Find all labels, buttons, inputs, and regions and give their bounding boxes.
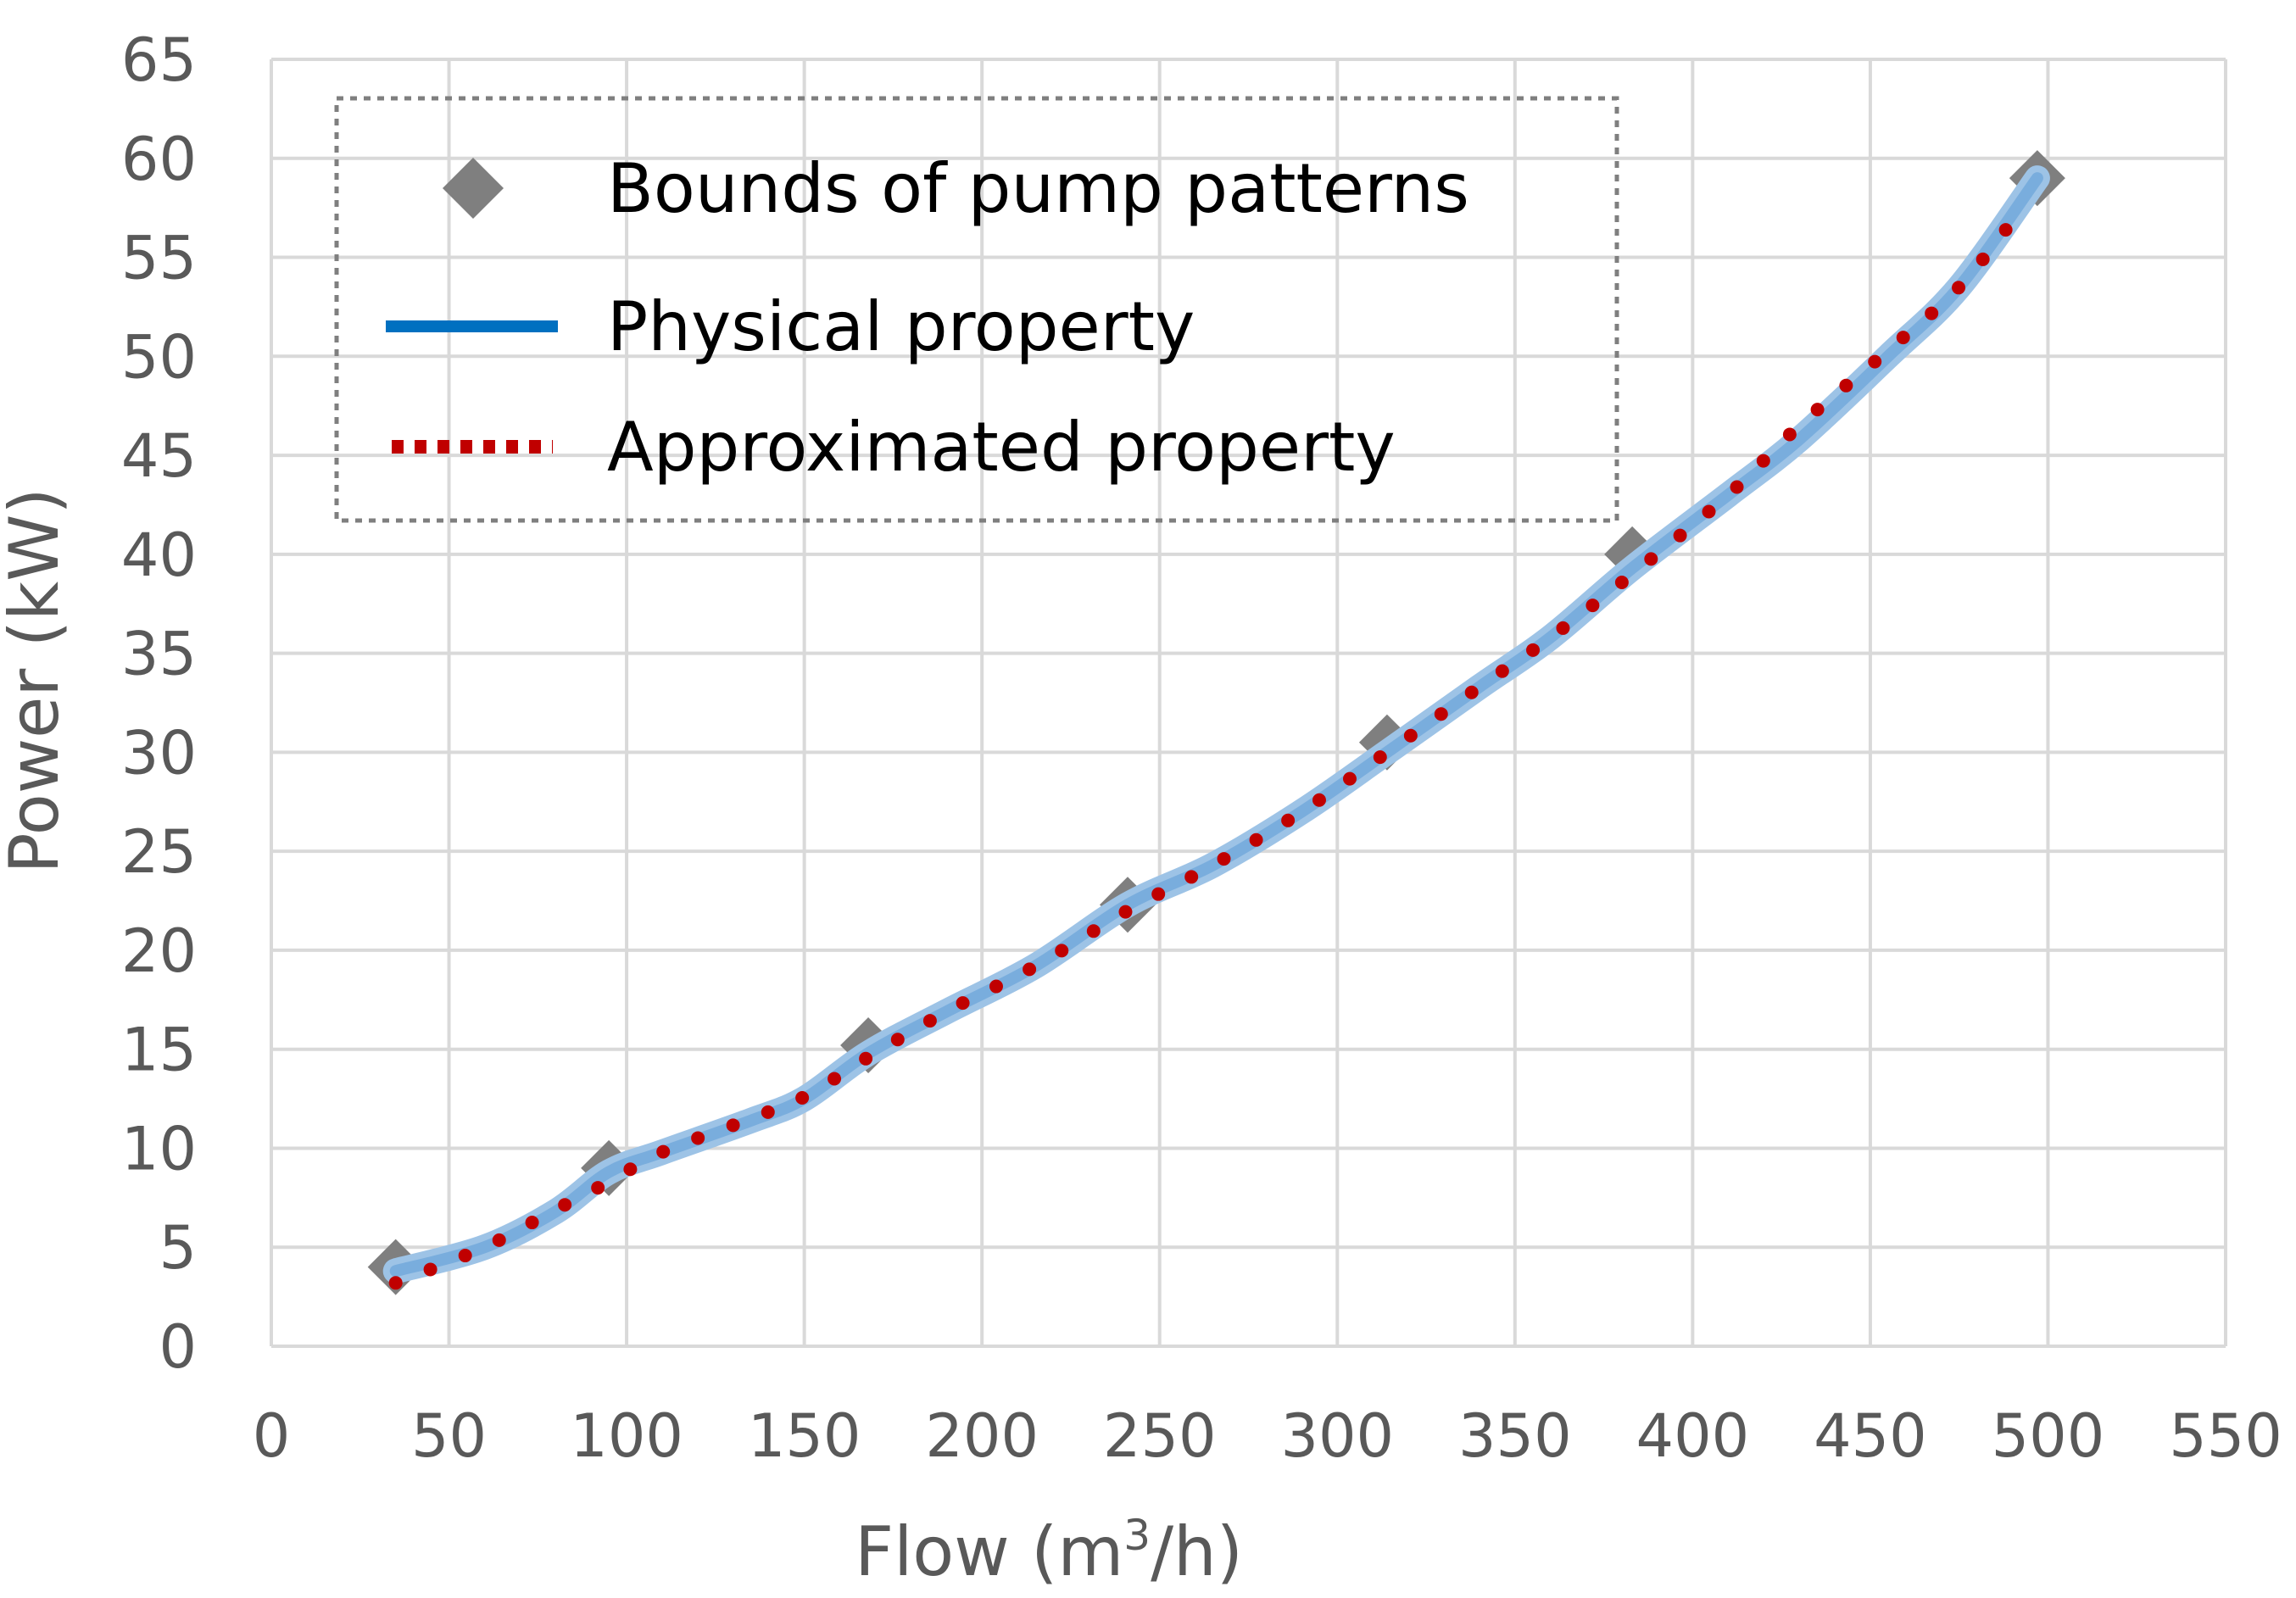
y-axis-ticks: 0 5 10 15 20 25 30 35 40 45 50 55 60 65 (121, 25, 197, 1382)
x-tick-label: 550 (2169, 1401, 2282, 1471)
y-tick-label: 20 (121, 916, 197, 986)
legend-marker-diamond (443, 158, 504, 219)
legend-label: Physical property (607, 287, 1195, 366)
y-tick-label: 50 (121, 322, 197, 392)
series-approximated-property (388, 204, 2026, 1290)
x-tick-label: 400 (1636, 1401, 1750, 1471)
y-tick-label: 35 (121, 620, 197, 689)
x-tick-label: 250 (1103, 1401, 1217, 1471)
y-tick-label: 25 (121, 817, 197, 887)
legend-label: Approximated property (607, 408, 1396, 487)
x-tick-label: 0 (253, 1401, 291, 1471)
legend-item: Bounds of pump patterns (443, 149, 1469, 228)
y-tick-label: 40 (121, 521, 197, 590)
x-axis-title: Flow (m3/h) (855, 1511, 1243, 1591)
y-tick-label: 55 (121, 224, 197, 293)
x-tick-label: 150 (748, 1401, 861, 1471)
y-tick-label: 0 (159, 1312, 197, 1382)
x-tick-label: 450 (1814, 1401, 1927, 1471)
legend-item: Physical property (386, 287, 1195, 366)
legend-item: Approximated property (392, 408, 1396, 487)
y-tick-label: 10 (121, 1114, 197, 1183)
gridlines (270, 58, 2227, 1348)
x-axis-title-superscript: 3 (1123, 1511, 1151, 1560)
y-tick-label: 30 (121, 718, 197, 788)
x-tick-label: 300 (1280, 1401, 1394, 1471)
x-tick-label: 50 (411, 1401, 487, 1471)
y-tick-label: 5 (159, 1213, 197, 1283)
y-tick-label: 65 (121, 25, 197, 95)
legend-label: Bounds of pump patterns (607, 149, 1469, 228)
x-axis-title-main: Flow (m (855, 1512, 1123, 1591)
x-axis-title-tail: /h) (1151, 1512, 1243, 1591)
y-tick-label: 60 (121, 125, 197, 194)
legend-box (334, 96, 1619, 523)
approximated-property-line (388, 204, 2026, 1290)
y-tick-label: 15 (121, 1016, 197, 1085)
x-tick-label: 500 (1992, 1401, 2105, 1471)
y-axis-title: Power (kW) (0, 487, 74, 873)
plot-area (367, 150, 2065, 1295)
y-tick-label: 45 (121, 421, 197, 491)
x-axis-ticks: 0 50 100 150 200 250 300 350 400 450 500 550 (253, 1401, 2282, 1471)
x-tick-label: 200 (925, 1401, 1039, 1471)
legend: Bounds of pump patterns Physical property… (334, 96, 1619, 523)
x-tick-label: 100 (570, 1401, 683, 1471)
x-tick-label: 350 (1458, 1401, 1572, 1471)
